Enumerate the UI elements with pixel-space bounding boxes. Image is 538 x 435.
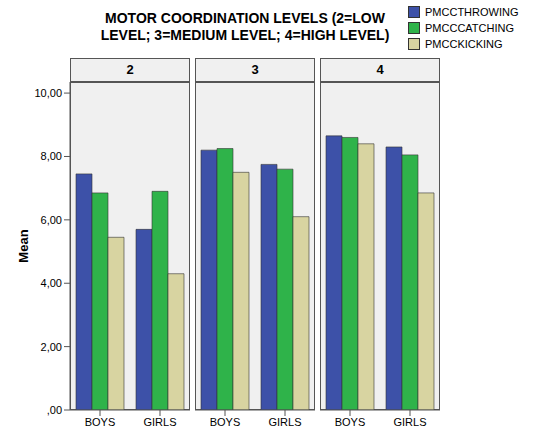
html-text:4: 4 [376, 62, 384, 77]
svg-text:BOYS: BOYS [210, 416, 241, 428]
svg-text:GIRLS: GIRLS [393, 416, 426, 428]
svg-text:6,00: 6,00 [41, 214, 62, 226]
html-text:PMCCTHROWING: PMCCTHROWING [425, 6, 519, 18]
svg-text:2,00: 2,00 [41, 341, 62, 353]
svg-text:4,00: 4,00 [41, 277, 62, 289]
svg-text:BOYS: BOYS [335, 416, 366, 428]
html-text:PMCCKICKING: PMCCKICKING [425, 38, 503, 50]
html-text:3: 3 [251, 62, 259, 77]
html-text:2: 2 [126, 62, 134, 77]
svg-text:GIRLS: GIRLS [268, 416, 301, 428]
svg-text:8,00: 8,00 [41, 150, 62, 162]
html-text:PMCCCATCHING: PMCCCATCHING [425, 22, 514, 34]
svg-text:,00: ,00 [47, 404, 62, 416]
svg-text:GIRLS: GIRLS [143, 416, 176, 428]
html-text:MOTOR COORDINATION LEVELS (2=L: MOTOR COORDINATION LEVELS (2=LOW LEVEL; … [100, 10, 390, 43]
svg-text:BOYS: BOYS [85, 416, 116, 428]
html-text:Mean: Mean [16, 229, 31, 263]
svg-text:10,00: 10,00 [34, 87, 62, 99]
